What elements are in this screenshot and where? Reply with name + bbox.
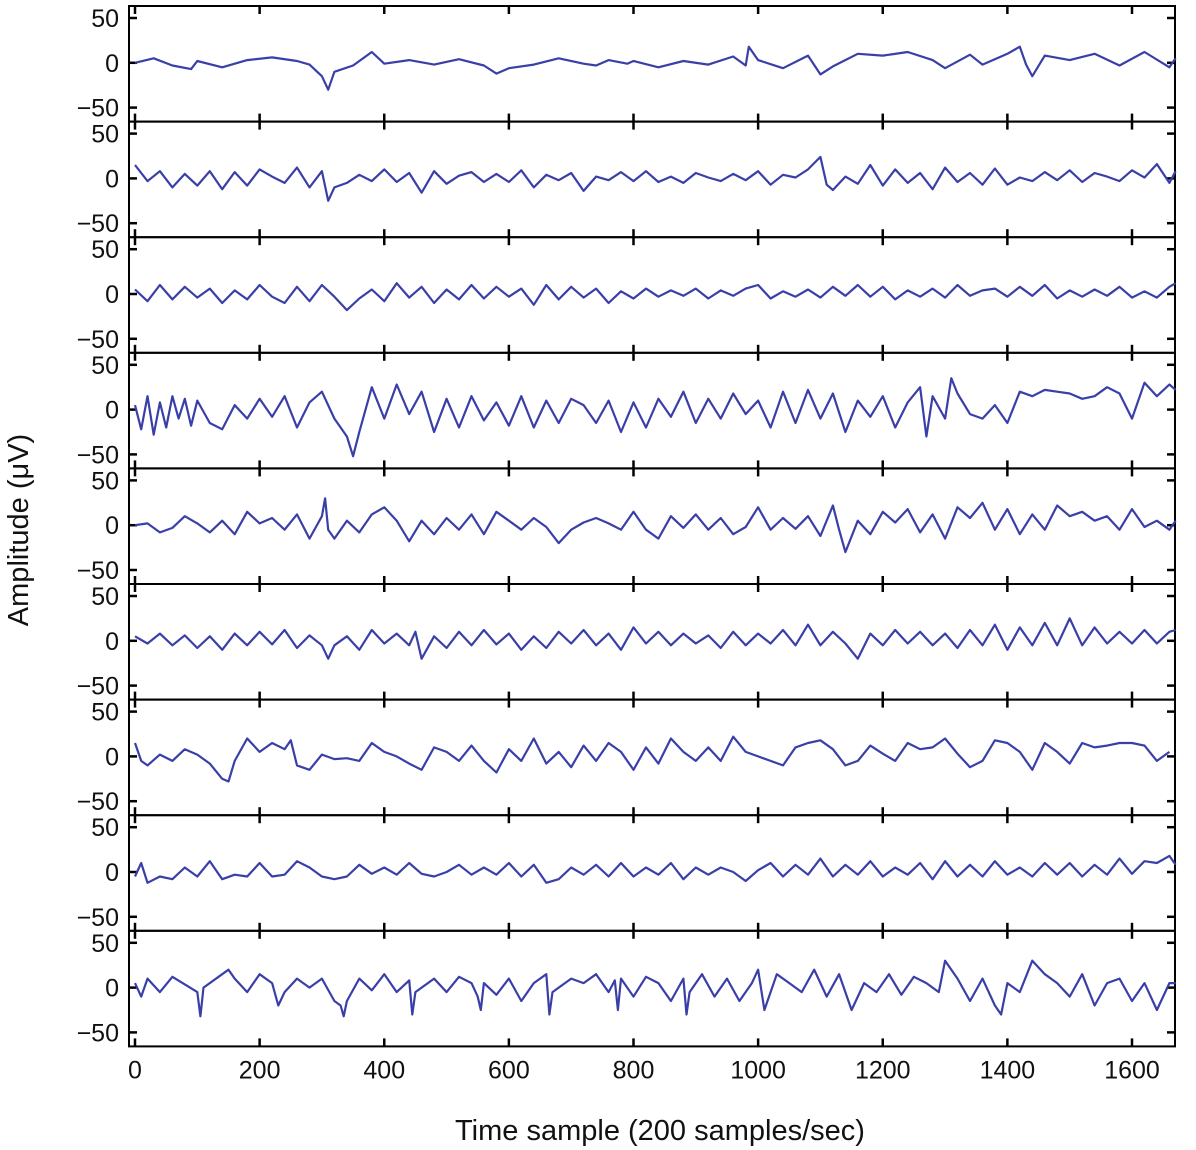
channel-panel-5: 50 0 −50	[77, 467, 1177, 585]
y-tick-label: −50	[77, 1019, 119, 1047]
channel-panel-7: 50 0 −50	[77, 698, 1176, 817]
x-tick-label: 200	[239, 1056, 281, 1084]
eeg-trace-channel-1	[134, 45, 1177, 91]
eeg-trace-channel-7	[133, 735, 1171, 783]
x-tick-label: 0	[128, 1056, 142, 1084]
y-tick-label: −50	[77, 557, 119, 585]
y-tick-label: 0	[105, 975, 119, 1003]
x-tick-label: 1600	[1104, 1056, 1160, 1084]
y-tick-label: 0	[105, 281, 119, 309]
y-tick-label: 0	[105, 628, 119, 656]
y-tick-label: −50	[77, 326, 119, 354]
channel-panel-3: 50 0 −50	[77, 236, 1177, 354]
panel-frame	[128, 351, 1176, 470]
y-tick-label: 0	[105, 50, 119, 78]
y-tick-label: 0	[105, 397, 119, 425]
x-axis-label: Time sample (200 samples/sec)	[455, 1115, 865, 1147]
channel-panel-6: 50 0 −50	[77, 583, 1176, 701]
y-tick-label: 0	[105, 165, 119, 193]
eeg-trace-channel-5	[134, 497, 1177, 554]
channel-panel-1: 50 0 −50	[77, 5, 1177, 123]
y-tick-label: −50	[77, 788, 119, 816]
channel-panel-9: 50 0 −50	[77, 929, 1176, 1048]
y-tick-label: 50	[91, 236, 119, 264]
y-tick-label: 50	[91, 583, 119, 611]
x-tick-label: 1200	[855, 1056, 911, 1084]
x-tick-label: 600	[488, 1056, 530, 1084]
panel-frame	[128, 467, 1176, 585]
eeg-trace-channel-3	[134, 282, 1177, 312]
y-tick-label: −50	[77, 95, 119, 123]
y-tick-label: 50	[91, 467, 119, 495]
y-tick-label: 0	[105, 743, 119, 771]
panel-frame	[128, 698, 1176, 817]
y-tick-label: −50	[77, 904, 119, 932]
x-tick-label: 400	[363, 1056, 405, 1084]
eeg-trace-channel-4	[133, 377, 1177, 458]
panel-frame	[128, 236, 1176, 354]
y-tick-label: 0	[105, 512, 119, 540]
y-tick-label: 50	[91, 699, 119, 727]
x-tick-label: 800	[613, 1056, 655, 1084]
eeg-trace-channel-6	[134, 617, 1176, 660]
y-tick-label: 50	[91, 5, 119, 33]
channel-panel-8: 50 0 −50	[77, 814, 1177, 932]
panel-frame	[128, 5, 1176, 123]
y-tick-label: 50	[91, 814, 119, 842]
y-tick-label: −50	[77, 673, 119, 701]
channel-panel-2: 50 0 −50	[77, 120, 1177, 239]
eeg-trace-channel-9	[134, 959, 1176, 1018]
y-tick-label: −50	[77, 210, 119, 238]
y-tick-label: 50	[91, 121, 119, 149]
y-tick-label: 50	[91, 352, 119, 380]
x-tick-label: 1000	[730, 1056, 786, 1084]
panels-group: 500−50500−50500−50500−50500−50500−50500−…	[77, 5, 1177, 1084]
channel-panel-4: 50 0 −50	[77, 351, 1177, 470]
y-tick-label: −50	[77, 441, 119, 469]
y-axis-label: Amplitude (μV)	[3, 434, 35, 626]
y-tick-label: 0	[105, 859, 119, 887]
eeg-trace-channel-2	[134, 155, 1177, 202]
panel-frame	[128, 583, 1176, 701]
panel-frame	[128, 929, 1176, 1048]
eeg-trace-channel-8	[134, 854, 1177, 884]
y-tick-label: 50	[91, 930, 119, 958]
x-tick-label: 1400	[980, 1056, 1036, 1084]
